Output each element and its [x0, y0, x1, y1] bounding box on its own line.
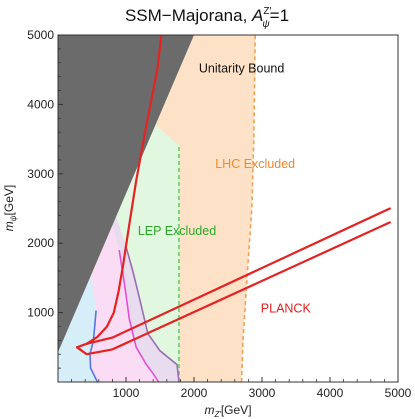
plot-frame [57, 34, 399, 383]
x-tick-label: 2000 [181, 386, 208, 400]
curve-layer [75, 35, 391, 382]
lhc-boundary-line [240, 35, 256, 382]
y-tick-label: 4000 [27, 97, 54, 111]
y-tick-label: 5000 [27, 28, 54, 42]
y-axis-label: mψ[GeV] [2, 185, 18, 232]
planck-curve-relic-right-upper [85, 207, 391, 345]
x-tick-label: 5000 [385, 386, 412, 400]
annotation-lep-excluded: LEP Excluded [138, 224, 216, 238]
y-tick-label: 1000 [27, 306, 54, 320]
annotation-lhc-excluded: LHC Excluded [215, 157, 295, 171]
region-layer [58, 35, 256, 382]
planck-curve-relic-left [75, 35, 163, 349]
x-tick-label: 1000 [113, 386, 140, 400]
y-tick-label: 3000 [27, 167, 54, 181]
annotation-unitarity-bound: Unitarity Bound [199, 61, 285, 75]
annotation-layer: Unitarity Bound LHC Excluded LEP Excluded P… [138, 61, 312, 315]
annotation-planck: PLANCK [261, 302, 312, 316]
unitarity-bound-region [58, 35, 194, 353]
magenta-boundary-line [118, 249, 160, 382]
y-tick-label: 2000 [27, 236, 54, 250]
x-axis-label: mZ′[GeV] [204, 403, 251, 419]
x-tick-label: 4000 [317, 386, 344, 400]
blue-boundary-line [89, 310, 99, 382]
chart-title: SSM−Majorana, AZ′ ψ=1 [125, 6, 289, 30]
tick-layer: 1000 2000 3000 4000 5000 1000 2000 3000 4000 5000 [27, 28, 411, 400]
x-tick-label: 3000 [249, 386, 276, 400]
planck-curve-relic-right-lower [75, 221, 391, 356]
